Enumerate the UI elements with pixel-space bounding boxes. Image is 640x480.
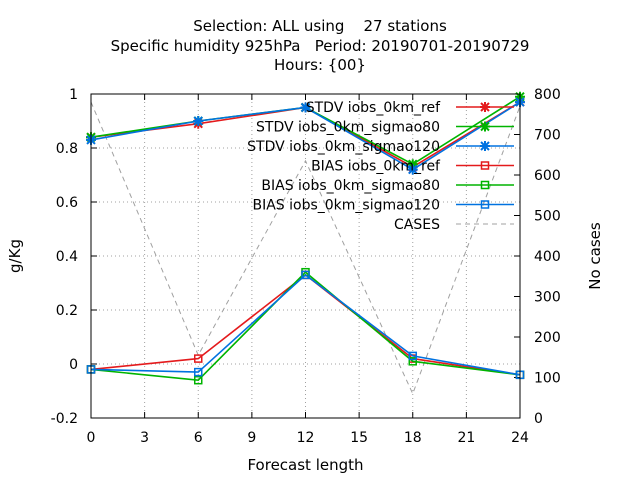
y-axis-label: g/Kg bbox=[6, 239, 24, 273]
y2-tick-label: 0 bbox=[534, 411, 543, 427]
data-point bbox=[408, 351, 417, 361]
y-tick-label: 1 bbox=[69, 87, 78, 103]
y2-tick-label: 400 bbox=[534, 249, 561, 265]
data-point bbox=[407, 164, 418, 175]
legend: STDV iobs_0km_ref STDV iobs_0km_sigmao80 S… bbox=[247, 100, 514, 233]
legend-label: STDV iobs_0km_sigmao80 bbox=[256, 120, 440, 136]
x-tick-label: 9 bbox=[247, 430, 256, 446]
data-point bbox=[301, 270, 310, 280]
data-point bbox=[194, 354, 203, 363]
legend-label: CASES bbox=[394, 217, 440, 233]
series-line bbox=[90, 101, 521, 396]
legend-label: BIAS iobs_0km_sigmao80 bbox=[261, 178, 440, 194]
legend-item: CASES bbox=[394, 217, 514, 233]
x-axis-label: Forecast length bbox=[247, 456, 363, 474]
y2-tick-label: 300 bbox=[534, 290, 561, 306]
y-tick-label: 0.2 bbox=[56, 303, 78, 319]
legend-label: BIAS iobs_0km_ref bbox=[311, 159, 441, 175]
series-line bbox=[90, 273, 521, 376]
legend-label: STDV iobs_0km_ref bbox=[306, 100, 441, 116]
x-tick-label: 15 bbox=[350, 430, 368, 446]
y2-tick-label: 100 bbox=[534, 371, 561, 387]
series-line bbox=[90, 271, 521, 382]
x-tick-label: 24 bbox=[511, 430, 529, 446]
data-point bbox=[300, 102, 311, 113]
y2-tick-label: 500 bbox=[534, 209, 561, 225]
data-point bbox=[480, 161, 490, 170]
x-tick-label: 6 bbox=[194, 430, 203, 446]
x-tick-label: 0 bbox=[87, 430, 96, 446]
chart-title-line-1: Selection: ALL using 27 stations bbox=[193, 17, 447, 35]
series-cases bbox=[90, 101, 521, 396]
data-point bbox=[480, 200, 490, 209]
legend-item: STDV iobs_0km_sigmao80 bbox=[256, 120, 514, 136]
legend-label: BIAS iobs_0km_sigmao120 bbox=[252, 198, 440, 214]
legend-item: STDV iobs_0km_sigmao120 bbox=[247, 139, 514, 155]
y2-tick-label: 700 bbox=[534, 128, 561, 144]
y2-tick-label: 800 bbox=[534, 87, 561, 103]
legend-item: STDV iobs_0km_ref bbox=[306, 100, 514, 116]
data-point bbox=[480, 121, 490, 132]
x-tick-label: 21 bbox=[457, 430, 475, 446]
x-tick-label: 3 bbox=[140, 430, 149, 446]
data-point bbox=[408, 357, 417, 366]
data-point bbox=[480, 102, 490, 112]
y2-axis-label: No cases bbox=[586, 222, 604, 290]
y-tick-label: 0.4 bbox=[56, 249, 78, 265]
legend-item: BIAS iobs_0km_ref bbox=[311, 159, 514, 175]
x-tick-label: 12 bbox=[297, 430, 315, 446]
x-tick-label: 18 bbox=[404, 430, 422, 446]
chart-title-line-2: Specific humidity 925hPa Period: 2019070… bbox=[110, 37, 530, 55]
data-point bbox=[194, 375, 203, 385]
legend-label: STDV iobs_0km_sigmao120 bbox=[247, 139, 440, 155]
y-tick-label: -0.2 bbox=[51, 411, 78, 427]
series-line bbox=[90, 273, 521, 376]
data-point bbox=[480, 141, 490, 151]
y-tick-label: 0.6 bbox=[56, 195, 78, 211]
data-point bbox=[407, 159, 418, 170]
legend-item: BIAS iobs_0km_sigmao120 bbox=[252, 198, 514, 214]
plot-border bbox=[90, 93, 521, 419]
legend-item: BIAS iobs_0km_sigmao80 bbox=[261, 178, 514, 194]
data-point bbox=[194, 367, 203, 377]
y2-tick-label: 200 bbox=[534, 330, 561, 346]
data-point bbox=[193, 116, 204, 126]
data-point bbox=[480, 180, 490, 190]
chart-title-line-3: Hours: {00} bbox=[274, 56, 366, 74]
y-tick-label: 0.8 bbox=[56, 141, 78, 157]
y-tick-label: 0 bbox=[69, 357, 78, 373]
y2-tick-label: 600 bbox=[534, 168, 561, 184]
